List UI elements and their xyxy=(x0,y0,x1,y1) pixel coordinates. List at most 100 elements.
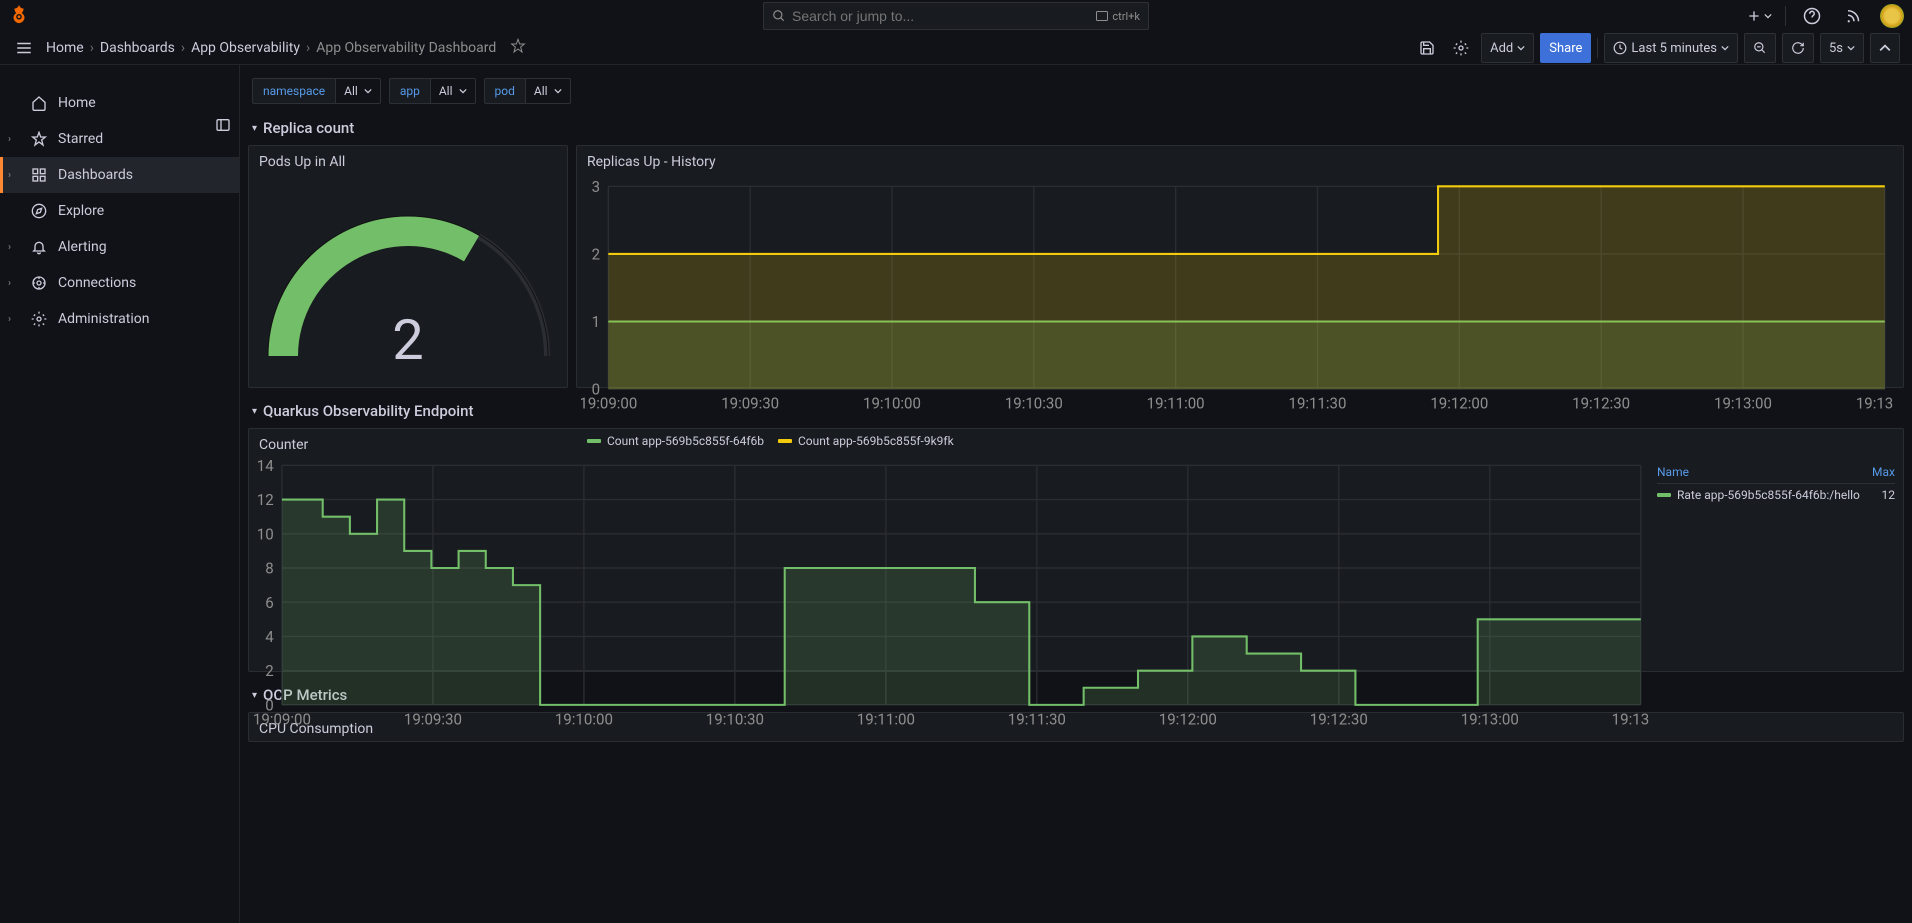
svg-text:1: 1 xyxy=(592,313,600,331)
svg-text:19:09:00: 19:09:00 xyxy=(253,710,311,728)
sidebar-item-label: Dashboards xyxy=(58,167,133,183)
table-header-max[interactable]: Max xyxy=(1872,465,1895,479)
refresh-button[interactable] xyxy=(1782,33,1814,63)
chevron-down-icon: ▾ xyxy=(252,406,257,417)
help-icon[interactable] xyxy=(1796,0,1828,32)
var-select-namespace[interactable]: All xyxy=(335,78,381,104)
share-button[interactable]: Share xyxy=(1540,33,1591,63)
svg-text:19:11:00: 19:11:00 xyxy=(857,710,915,728)
panel-title: Pods Up in All xyxy=(249,146,567,174)
chevron-right-icon: › xyxy=(8,314,20,325)
table-header-name[interactable]: Name xyxy=(1657,465,1689,479)
plug-icon xyxy=(30,274,48,292)
svg-text:19:09:30: 19:09:30 xyxy=(721,394,779,412)
svg-text:19:13:30: 19:13:30 xyxy=(1856,394,1893,412)
variable-row: namespace All app All pod All xyxy=(248,65,1904,117)
svg-text:10: 10 xyxy=(257,525,274,543)
divider xyxy=(1597,38,1598,58)
breadcrumb-sep: › xyxy=(90,40,94,56)
svg-text:8: 8 xyxy=(265,559,273,577)
search-shortcut: ctrl+k xyxy=(1096,10,1140,23)
sidebar-item-label: Administration xyxy=(58,311,149,327)
var-label-app: app xyxy=(389,78,430,104)
svg-text:19:10:30: 19:10:30 xyxy=(706,710,764,728)
panel-title: Replicas Up - History xyxy=(577,146,1903,174)
search-box[interactable]: ctrl+k xyxy=(763,2,1149,30)
svg-text:19:12:00: 19:12:00 xyxy=(1159,710,1217,728)
zoom-out-button[interactable] xyxy=(1744,33,1776,63)
sidebar-item-home[interactable]: › Home xyxy=(0,85,239,121)
sidebar-item-label: Explore xyxy=(58,203,104,219)
row-replica-count[interactable]: ▾ Replica count xyxy=(248,117,1904,145)
compass-icon xyxy=(30,202,48,220)
gear-icon xyxy=(30,310,48,328)
svg-text:19:09:30: 19:09:30 xyxy=(404,710,462,728)
breadcrumb-dashboards[interactable]: Dashboards xyxy=(100,40,175,56)
svg-text:19:13:00: 19:13:00 xyxy=(1461,710,1519,728)
sidebar-item-label: Home xyxy=(58,95,96,111)
svg-text:19:10:30: 19:10:30 xyxy=(1005,394,1063,412)
sidebar-item-dashboards[interactable]: › Dashboards xyxy=(0,157,239,193)
var-select-pod[interactable]: All xyxy=(525,78,571,104)
breadcrumb-folder[interactable]: App Observability xyxy=(191,40,300,56)
panel-replicas-history[interactable]: Replicas Up - History 012319:09:0019:09:… xyxy=(576,145,1904,388)
svg-text:2: 2 xyxy=(265,662,273,680)
sidebar: › Home› Starred› Dashboards› Explore› Al… xyxy=(0,65,240,923)
breadcrumb-sep: › xyxy=(181,40,185,56)
star-button[interactable] xyxy=(510,38,526,58)
svg-text:19:09:00: 19:09:00 xyxy=(581,394,637,412)
kiosk-button[interactable] xyxy=(1870,33,1900,63)
avatar[interactable] xyxy=(1880,4,1904,28)
sidebar-item-label: Starred xyxy=(58,131,103,147)
svg-text:4: 4 xyxy=(265,628,274,646)
svg-text:19:10:00: 19:10:00 xyxy=(555,710,613,728)
sidebar-item-explore[interactable]: › Explore xyxy=(0,193,239,229)
settings-button[interactable] xyxy=(1447,33,1475,63)
svg-text:19:11:30: 19:11:30 xyxy=(1008,710,1066,728)
refresh-interval-button[interactable]: 5s xyxy=(1820,33,1864,63)
sidebar-item-label: Alerting xyxy=(58,239,107,255)
sidebar-item-label: Connections xyxy=(58,275,136,291)
svg-text:19:11:00: 19:11:00 xyxy=(1147,394,1205,412)
chevron-right-icon: › xyxy=(8,170,20,181)
grafana-logo[interactable] xyxy=(8,3,30,29)
svg-text:19:13:00: 19:13:00 xyxy=(1714,394,1772,412)
svg-text:19:10:00: 19:10:00 xyxy=(863,394,921,412)
svg-text:19:12:30: 19:12:30 xyxy=(1310,710,1368,728)
svg-text:12: 12 xyxy=(257,491,274,509)
sidebar-item-administration[interactable]: › Administration xyxy=(0,301,239,337)
breadcrumb-sep: › xyxy=(306,40,310,56)
search-input[interactable] xyxy=(792,8,1090,24)
panel-pods-up[interactable]: Pods Up in All 2 xyxy=(248,145,568,388)
table-row[interactable]: Rate app-569b5c855f-64f6b:/hello 12 xyxy=(1657,488,1895,502)
counter-legend-table: Name Max Rate app-569b5c855f-64f6b:/hell… xyxy=(1649,457,1903,736)
star-icon xyxy=(30,130,48,148)
dashboard-content: namespace All app All pod All ▾ Replica … xyxy=(240,65,1912,923)
panel-counter[interactable]: Counter 0246810121419:09:0019:09:3019:10… xyxy=(248,428,1904,672)
legend-swatch xyxy=(1657,493,1671,497)
chevron-right-icon: › xyxy=(8,242,20,253)
gauge-value: 2 xyxy=(392,307,423,373)
news-icon[interactable] xyxy=(1838,0,1870,32)
var-label-pod: pod xyxy=(484,78,525,104)
add-menu[interactable] xyxy=(1743,0,1775,32)
sidebar-item-starred[interactable]: › Starred xyxy=(0,121,239,157)
chevron-down-icon: ▾ xyxy=(252,123,257,134)
sidebar-item-alerting[interactable]: › Alerting xyxy=(0,229,239,265)
breadcrumb-current: App Observability Dashboard xyxy=(316,40,496,56)
bell-icon xyxy=(30,238,48,256)
breadcrumb-home[interactable]: Home xyxy=(46,40,84,56)
search-icon xyxy=(772,9,786,23)
svg-text:6: 6 xyxy=(265,594,273,612)
svg-text:19:13:30: 19:13:30 xyxy=(1612,710,1649,728)
sidebar-item-connections[interactable]: › Connections xyxy=(0,265,239,301)
time-range-button[interactable]: Last 5 minutes xyxy=(1604,33,1738,63)
home-icon xyxy=(30,94,48,112)
svg-text:14: 14 xyxy=(257,457,274,475)
var-select-app[interactable]: All xyxy=(430,78,476,104)
divider xyxy=(1785,6,1786,26)
chevron-right-icon: › xyxy=(8,278,20,289)
menu-toggle[interactable] xyxy=(12,36,36,60)
save-button[interactable] xyxy=(1413,33,1441,63)
add-button[interactable]: Add xyxy=(1481,33,1534,63)
